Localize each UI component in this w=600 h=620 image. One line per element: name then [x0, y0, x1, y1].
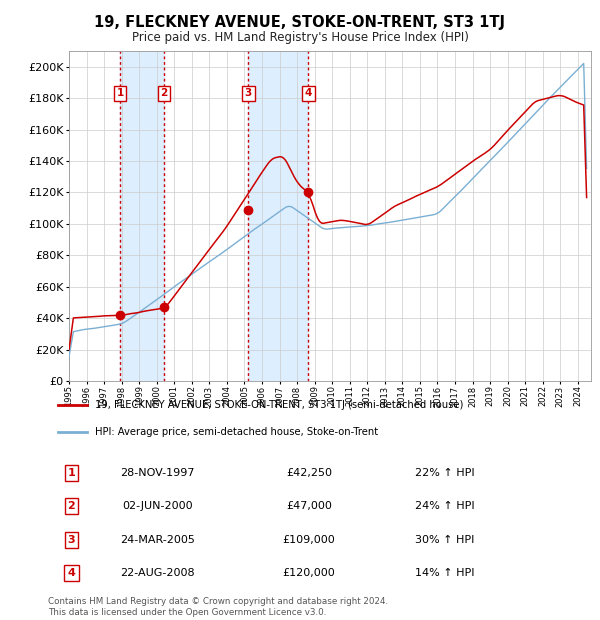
Text: 14% ↑ HPI: 14% ↑ HPI	[415, 569, 475, 578]
Text: HPI: Average price, semi-detached house, Stoke-on-Trent: HPI: Average price, semi-detached house,…	[95, 427, 378, 436]
Text: £109,000: £109,000	[283, 535, 335, 545]
Text: Price paid vs. HM Land Registry's House Price Index (HPI): Price paid vs. HM Land Registry's House …	[131, 31, 469, 44]
Text: £42,250: £42,250	[286, 468, 332, 478]
Text: 24% ↑ HPI: 24% ↑ HPI	[415, 502, 475, 512]
Text: 28-NOV-1997: 28-NOV-1997	[121, 468, 195, 478]
Text: 24-MAR-2005: 24-MAR-2005	[120, 535, 195, 545]
Text: 3: 3	[245, 88, 252, 99]
Text: 1: 1	[116, 88, 124, 99]
Text: £120,000: £120,000	[283, 569, 335, 578]
Text: 02-JUN-2000: 02-JUN-2000	[122, 502, 193, 512]
Text: 19, FLECKNEY AVENUE, STOKE-ON-TRENT, ST3 1TJ (semi-detached house): 19, FLECKNEY AVENUE, STOKE-ON-TRENT, ST3…	[95, 401, 463, 410]
Text: 19, FLECKNEY AVENUE, STOKE-ON-TRENT, ST3 1TJ: 19, FLECKNEY AVENUE, STOKE-ON-TRENT, ST3…	[95, 16, 505, 30]
Bar	[248, 51, 308, 381]
Bar	[120, 51, 164, 381]
Text: 2: 2	[68, 502, 76, 512]
Text: 22-AUG-2008: 22-AUG-2008	[121, 569, 195, 578]
Text: 30% ↑ HPI: 30% ↑ HPI	[415, 535, 475, 545]
Text: 4: 4	[68, 569, 76, 578]
Text: 4: 4	[305, 88, 312, 99]
Text: £47,000: £47,000	[286, 502, 332, 512]
Text: 2: 2	[160, 88, 168, 99]
Text: 1: 1	[68, 468, 76, 478]
Text: 22% ↑ HPI: 22% ↑ HPI	[415, 468, 475, 478]
Text: 3: 3	[68, 535, 76, 545]
Text: Contains HM Land Registry data © Crown copyright and database right 2024.
This d: Contains HM Land Registry data © Crown c…	[48, 598, 388, 617]
